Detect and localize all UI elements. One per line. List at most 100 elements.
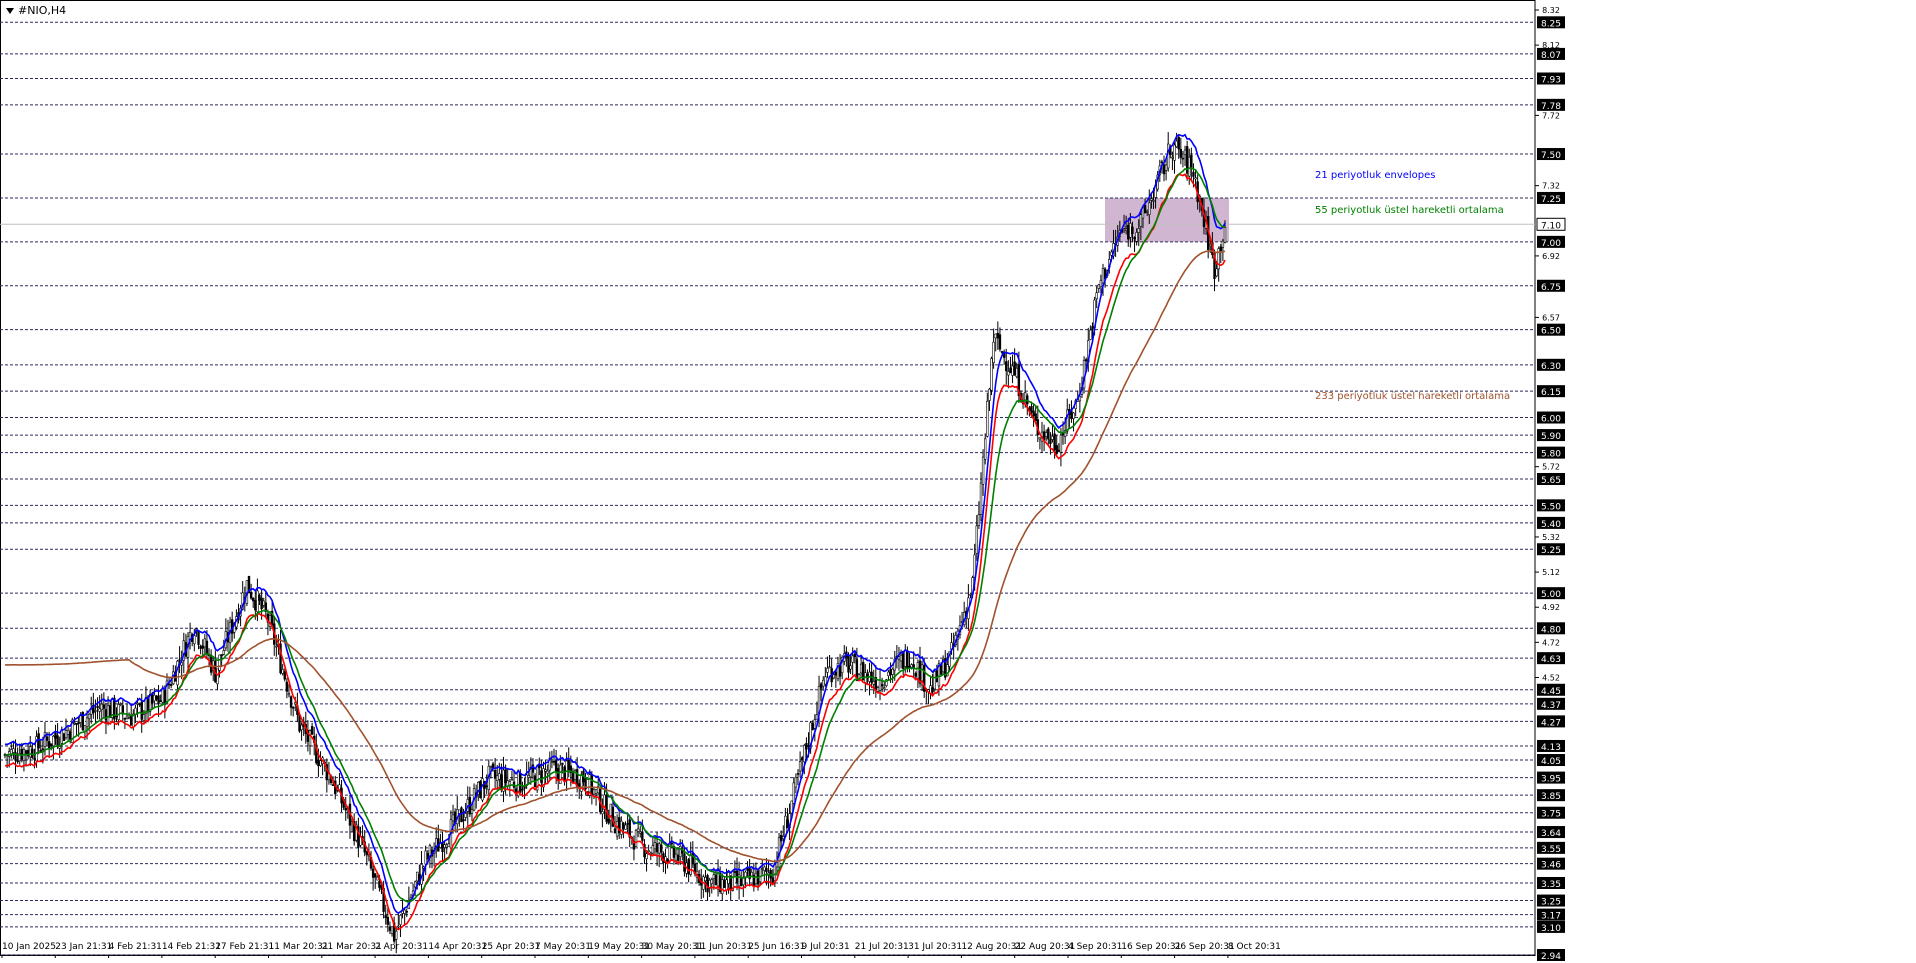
candle-body [813,719,817,729]
candle-body [979,482,983,515]
candle-body [916,662,920,680]
candle-body [691,853,695,865]
candle-body [639,831,642,834]
price-label: 3.75 [1541,810,1561,820]
candle-body [52,735,55,747]
candle-body [1072,412,1075,419]
candle-body [725,879,728,891]
candle-body [291,706,295,709]
candle-body [941,659,945,673]
candle-body [836,662,840,680]
price-label-box [1537,876,1565,889]
candle-body [1177,136,1180,150]
price-label-box [1537,499,1565,512]
time-label: 25 Jun 16:31 [748,942,805,952]
candle-body [1164,164,1168,171]
candle-body [521,788,524,791]
candle-body [258,594,261,601]
candle-body [590,774,594,796]
candle-body [1160,161,1164,164]
price-label: 8.25 [1541,19,1561,29]
candle-body [1055,445,1058,454]
time-label: 21 Mar 20:31 [322,942,382,952]
candle-body [54,732,57,739]
candle-body [33,758,36,760]
candle-body [134,707,137,715]
time-label: 4 Sep 20:31 [1068,942,1122,952]
candle-body [519,773,522,793]
candle-body [306,729,310,742]
candle-body [355,824,358,841]
time-label: 22 Aug 20:31 [1015,942,1076,952]
candle-body [906,650,909,669]
candle-body [325,764,329,781]
candle-body [897,656,901,660]
candle-body [117,704,120,720]
candle-body [47,741,51,749]
candle-body [628,819,631,838]
price-label: 5.00 [1541,590,1561,600]
legend-label-ema55: 55 periyotluk üstel hareketli ortalama [1315,205,1504,216]
price-label: 3.35 [1541,880,1561,890]
candle-body [287,693,291,696]
symbol-text: #NIO,H4 [18,4,67,17]
price-label-box [1537,385,1565,398]
candle-body [138,703,141,706]
candle-body [1007,371,1010,376]
time-label: 31 Jul 20:31 [908,942,962,952]
candle-body [1221,240,1225,248]
candle-body [1011,365,1014,376]
candle-body [977,514,981,527]
candle-body [1049,439,1052,444]
candle-body [624,824,627,830]
price-label-box [1537,857,1565,870]
candle-body [1215,268,1218,277]
price-label-box [1537,771,1565,784]
candle-body [622,822,625,830]
candle-body [445,844,448,848]
candle-body [399,915,402,925]
price-label: 7.25 [1541,195,1561,205]
candle-body [889,669,892,676]
candle-body [1078,396,1082,402]
price-label-box [1537,789,1565,802]
candle-body [352,821,356,842]
candle-body [79,715,82,723]
candle-body [222,650,225,655]
candle-body [374,873,377,878]
candle-body [20,748,24,760]
price-label-box [1537,739,1565,752]
candle-body [451,814,455,822]
candle-body [607,818,610,824]
candle-body [679,845,682,857]
candle-body [592,789,596,795]
price-label-box [1537,429,1565,442]
candle-body [197,631,200,645]
dropdown-triangle-icon[interactable] [6,7,14,14]
symbol-title[interactable]: #NIO,H4 [6,4,66,17]
candle-body [62,733,66,741]
price-label-box [1537,697,1565,710]
candle-body [441,842,444,853]
candle-body [1063,430,1067,437]
candle-body [443,844,446,848]
candle-body [546,770,549,774]
price-label: 5.80 [1541,450,1561,460]
candle-body [100,703,103,711]
candle-body [851,655,854,663]
candle-body [1162,164,1166,175]
minor-tick-label: 6.57 [1542,313,1560,322]
candle-body [584,778,587,790]
candle-body [1188,156,1191,177]
candle-body [872,681,875,685]
candle-body [620,820,623,835]
price-label-box [1537,191,1565,204]
candle-body [754,872,758,885]
time-label: 12 Aug 20:31 [961,942,1022,952]
candle-body [740,877,743,886]
candle-body [803,745,806,763]
price-label: 4.13 [1541,743,1561,753]
candle-body [992,341,995,364]
